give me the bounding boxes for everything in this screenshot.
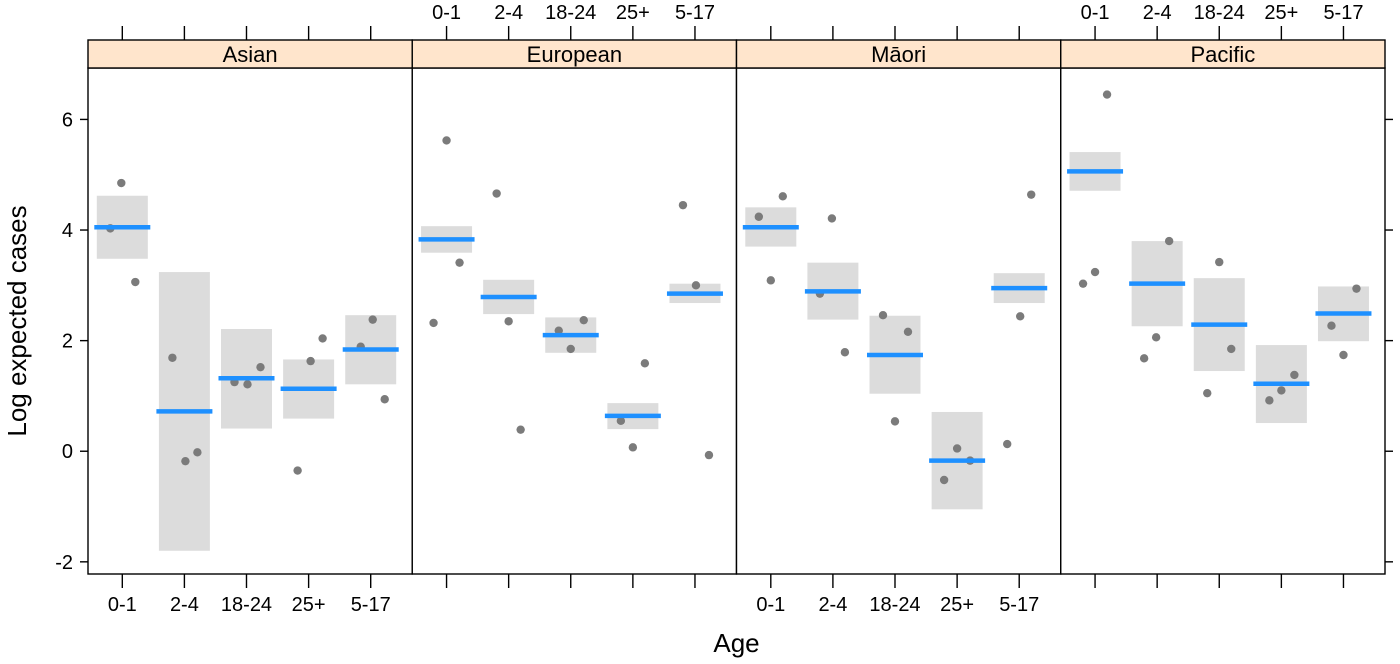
strip-label-asian: Asian xyxy=(223,42,278,67)
data-point-asian-0-1 xyxy=(131,277,140,287)
data-point-european-0-1 xyxy=(455,258,464,267)
data-point-pacific-18-24 xyxy=(1227,344,1236,354)
top-axis-label: 2-4 xyxy=(1143,2,1172,24)
strip-m-ori xyxy=(735,39,1062,69)
top-axis-label: 5-17 xyxy=(675,2,715,24)
data-point-european-18-24 xyxy=(579,315,588,325)
data-point-european-18-24 xyxy=(566,344,575,354)
data-point-asian-0-1 xyxy=(117,178,126,188)
bottom-axis-label: 25+ xyxy=(940,594,974,616)
data-point-european-0-1 xyxy=(429,318,438,328)
strip-label-european: European xyxy=(527,42,622,67)
data-point-m-ori-0-1 xyxy=(766,276,776,285)
data-point-european-5-17 xyxy=(691,281,701,290)
data-point-m-ori-18-24 xyxy=(878,310,888,320)
bottom-axis-label: 5-17 xyxy=(999,594,1039,616)
bottom-axis-label: 2-4 xyxy=(170,594,199,616)
data-point-asian-5-17 xyxy=(368,315,377,324)
top-axis-label: 25+ xyxy=(616,2,650,24)
data-point-asian-18-24 xyxy=(243,380,252,389)
data-point-pacific-2-4 xyxy=(1151,333,1161,342)
data-point-pacific-5-17 xyxy=(1327,321,1336,330)
data-point-m-ori-0-1 xyxy=(778,192,788,201)
data-point-asian-25+ xyxy=(318,334,327,343)
bottom-axis-label: 18-24 xyxy=(869,594,920,616)
top-axis-label: 2-4 xyxy=(494,2,523,24)
top-axis-label: 18-24 xyxy=(545,2,596,24)
data-point-asian-2-4 xyxy=(168,353,177,362)
strip-label-m-ori: Māori xyxy=(871,42,926,67)
data-point-m-ori-5-17 xyxy=(1027,190,1036,199)
strip-european xyxy=(411,39,738,69)
data-point-pacific-0-1 xyxy=(1090,267,1100,277)
strip-asian xyxy=(87,39,413,69)
data-point-european-2-4 xyxy=(516,425,525,434)
data-point-pacific-2-4 xyxy=(1164,236,1174,246)
data-point-pacific-25+ xyxy=(1290,370,1299,380)
y-axis-title: Log expected cases xyxy=(2,205,32,437)
data-point-european-5-17 xyxy=(704,450,714,460)
data-point-pacific-2-4 xyxy=(1139,354,1149,363)
data-point-m-ori-2-4 xyxy=(827,214,837,223)
data-point-european-18-24 xyxy=(554,326,563,335)
data-point-european-25+ xyxy=(628,443,638,452)
y-tick-label: 6 xyxy=(62,109,73,131)
data-point-pacific-5-17 xyxy=(1339,350,1348,360)
data-point-m-ori-18-24 xyxy=(890,417,900,426)
y-tick-label: 0 xyxy=(62,441,73,463)
data-point-european-25+ xyxy=(640,359,650,368)
bottom-axis-label: 25+ xyxy=(292,594,326,616)
data-point-pacific-0-1 xyxy=(1078,279,1088,288)
x-axis-title: Age xyxy=(713,628,760,658)
data-point-pacific-25+ xyxy=(1277,386,1286,395)
data-point-m-ori-5-17 xyxy=(1003,439,1012,449)
data-point-european-2-4 xyxy=(492,189,501,198)
strip-pacific xyxy=(1060,39,1386,69)
data-point-european-25+ xyxy=(616,416,626,426)
data-point-asian-5-17 xyxy=(380,395,389,404)
data-point-pacific-18-24 xyxy=(1215,257,1224,267)
y-tick-label: 2 xyxy=(62,331,73,353)
top-axis-label: 0-1 xyxy=(1081,2,1110,24)
top-axis-label: 5-17 xyxy=(1323,2,1363,24)
data-point-european-0-1 xyxy=(442,136,451,145)
data-point-m-ori-25+ xyxy=(952,444,962,453)
data-point-asian-25+ xyxy=(306,356,315,366)
data-point-asian-2-4 xyxy=(193,448,202,457)
top-axis-label: 18-24 xyxy=(1194,2,1245,24)
data-point-pacific-5-17 xyxy=(1352,284,1361,293)
data-point-m-ori-18-24 xyxy=(903,327,913,336)
data-point-m-ori-5-17 xyxy=(1016,312,1025,321)
data-point-asian-18-24 xyxy=(256,362,265,372)
y-tick-label: 4 xyxy=(62,220,73,242)
data-point-european-5-17 xyxy=(678,200,688,210)
data-point-pacific-18-24 xyxy=(1203,388,1212,398)
y-tick-label: -2 xyxy=(55,552,73,574)
data-point-m-ori-2-4 xyxy=(840,348,850,357)
strip-label-pacific: Pacific xyxy=(1190,42,1255,67)
bottom-axis-label: 2-4 xyxy=(818,594,847,616)
bottom-axis-label: 5-17 xyxy=(351,594,391,616)
bottom-axis-label: 18-24 xyxy=(221,594,272,616)
data-point-m-ori-25+ xyxy=(939,475,949,485)
bottom-axis-label: 0-1 xyxy=(756,594,785,616)
top-axis-label: 0-1 xyxy=(432,2,461,24)
bottom-axis-label: 0-1 xyxy=(108,594,137,616)
top-axis-label: 25+ xyxy=(1264,2,1298,24)
data-point-pacific-25+ xyxy=(1265,396,1274,405)
data-point-asian-2-4 xyxy=(181,456,190,466)
data-point-m-ori-0-1 xyxy=(754,212,764,221)
data-point-european-2-4 xyxy=(504,317,513,326)
data-point-asian-25+ xyxy=(293,466,302,475)
data-point-pacific-0-1 xyxy=(1102,90,1112,99)
